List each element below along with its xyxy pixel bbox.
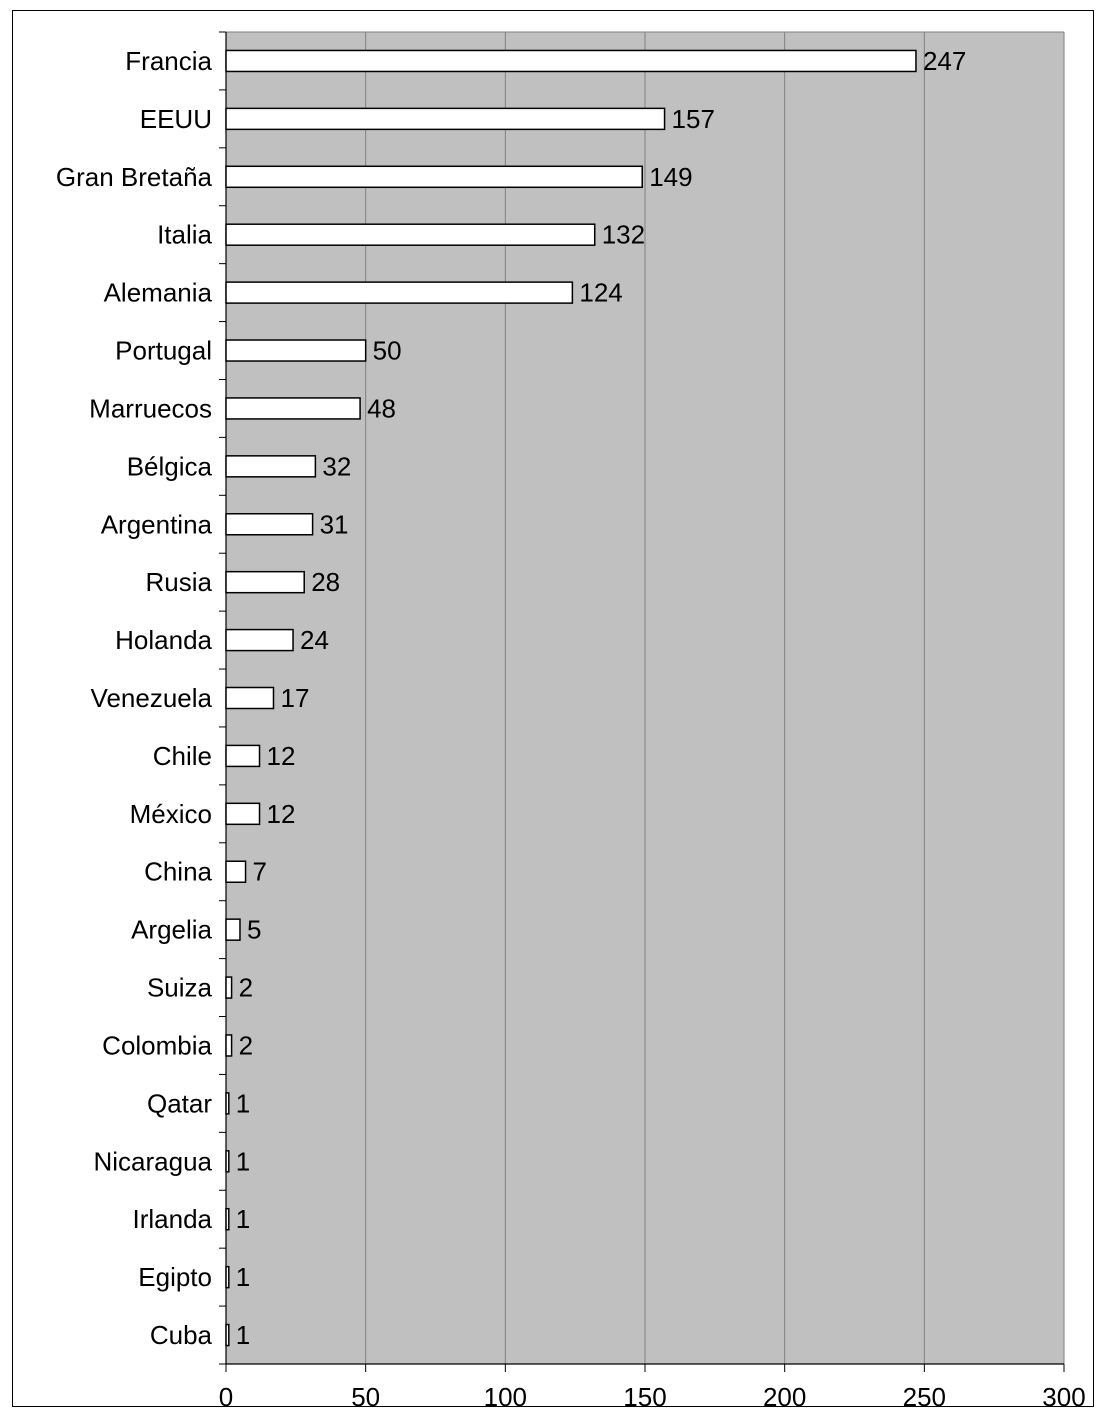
bar <box>225 1092 230 1115</box>
data-label: 48 <box>367 393 396 423</box>
data-label: 124 <box>579 278 622 308</box>
category-label: Suiza <box>147 973 213 1003</box>
category-label: Chile <box>153 741 212 771</box>
data-label: 149 <box>649 162 692 192</box>
category-label: Nicaragua <box>93 1146 212 1176</box>
bar <box>225 1034 233 1057</box>
x-tick-label: 200 <box>763 1382 806 1409</box>
data-label: 132 <box>602 220 645 250</box>
category-label: Irlanda <box>133 1204 213 1234</box>
bar <box>225 165 643 189</box>
x-tick-label: 300 <box>1042 1382 1085 1409</box>
data-label: 5 <box>247 915 261 945</box>
bar <box>225 223 596 246</box>
category-label: Venezuela <box>91 683 213 713</box>
bar <box>225 1150 230 1173</box>
category-label: Rusia <box>146 567 213 597</box>
data-label: 1 <box>236 1088 250 1118</box>
data-label: 32 <box>322 451 351 481</box>
bar <box>225 107 666 131</box>
category-label: Bélgica <box>127 451 213 481</box>
data-label: 1 <box>236 1262 250 1292</box>
bar <box>225 281 574 304</box>
data-label: 247 <box>923 46 966 76</box>
category-label: Portugal <box>115 336 212 366</box>
bar <box>225 49 917 73</box>
bar <box>225 1265 230 1289</box>
data-label: 7 <box>253 857 267 887</box>
category-label: Argelia <box>131 915 212 945</box>
bar <box>225 860 247 883</box>
category-label: México <box>130 799 212 829</box>
bar <box>225 513 314 536</box>
data-label: 17 <box>280 683 309 713</box>
bar <box>225 570 305 594</box>
data-label: 12 <box>267 741 296 771</box>
category-label: Holanda <box>115 625 212 655</box>
bar <box>225 628 294 652</box>
bar <box>225 744 261 768</box>
data-label: 50 <box>373 336 402 366</box>
x-tick-label: 150 <box>623 1382 666 1409</box>
bar <box>225 455 317 478</box>
x-tick-label: 250 <box>903 1382 946 1409</box>
category-label: Colombia <box>102 1030 212 1060</box>
data-label: 31 <box>320 509 349 539</box>
category-label: Cuba <box>150 1320 213 1350</box>
bar <box>225 397 361 420</box>
data-label: 1 <box>236 1320 250 1350</box>
category-label: EEUU <box>140 104 212 134</box>
bar <box>225 1207 230 1231</box>
bar <box>225 976 233 999</box>
data-label: 28 <box>311 567 340 597</box>
category-label: Francia <box>125 46 212 76</box>
category-label: Argentina <box>101 509 213 539</box>
data-label: 157 <box>672 104 715 134</box>
bar <box>225 686 275 710</box>
x-tick-label: 100 <box>484 1382 527 1409</box>
category-label: Qatar <box>147 1088 212 1118</box>
category-label: Alemania <box>104 278 213 308</box>
x-tick-label: 50 <box>351 1382 380 1409</box>
data-label: 1 <box>236 1204 250 1234</box>
category-label: Egipto <box>138 1262 212 1292</box>
category-label: Gran Bretaña <box>56 162 213 192</box>
data-label: 24 <box>300 625 329 655</box>
bar <box>225 1323 230 1347</box>
data-label: 1 <box>236 1146 250 1176</box>
x-tick-label: 0 <box>219 1382 233 1409</box>
category-label: China <box>144 857 212 887</box>
bar <box>225 918 241 941</box>
bar <box>225 339 367 362</box>
data-label: 2 <box>239 1030 253 1060</box>
data-label: 12 <box>267 799 296 829</box>
data-label: 2 <box>239 973 253 1003</box>
category-label: Marruecos <box>89 393 212 423</box>
bar <box>225 802 261 826</box>
category-label: Italia <box>157 220 212 250</box>
